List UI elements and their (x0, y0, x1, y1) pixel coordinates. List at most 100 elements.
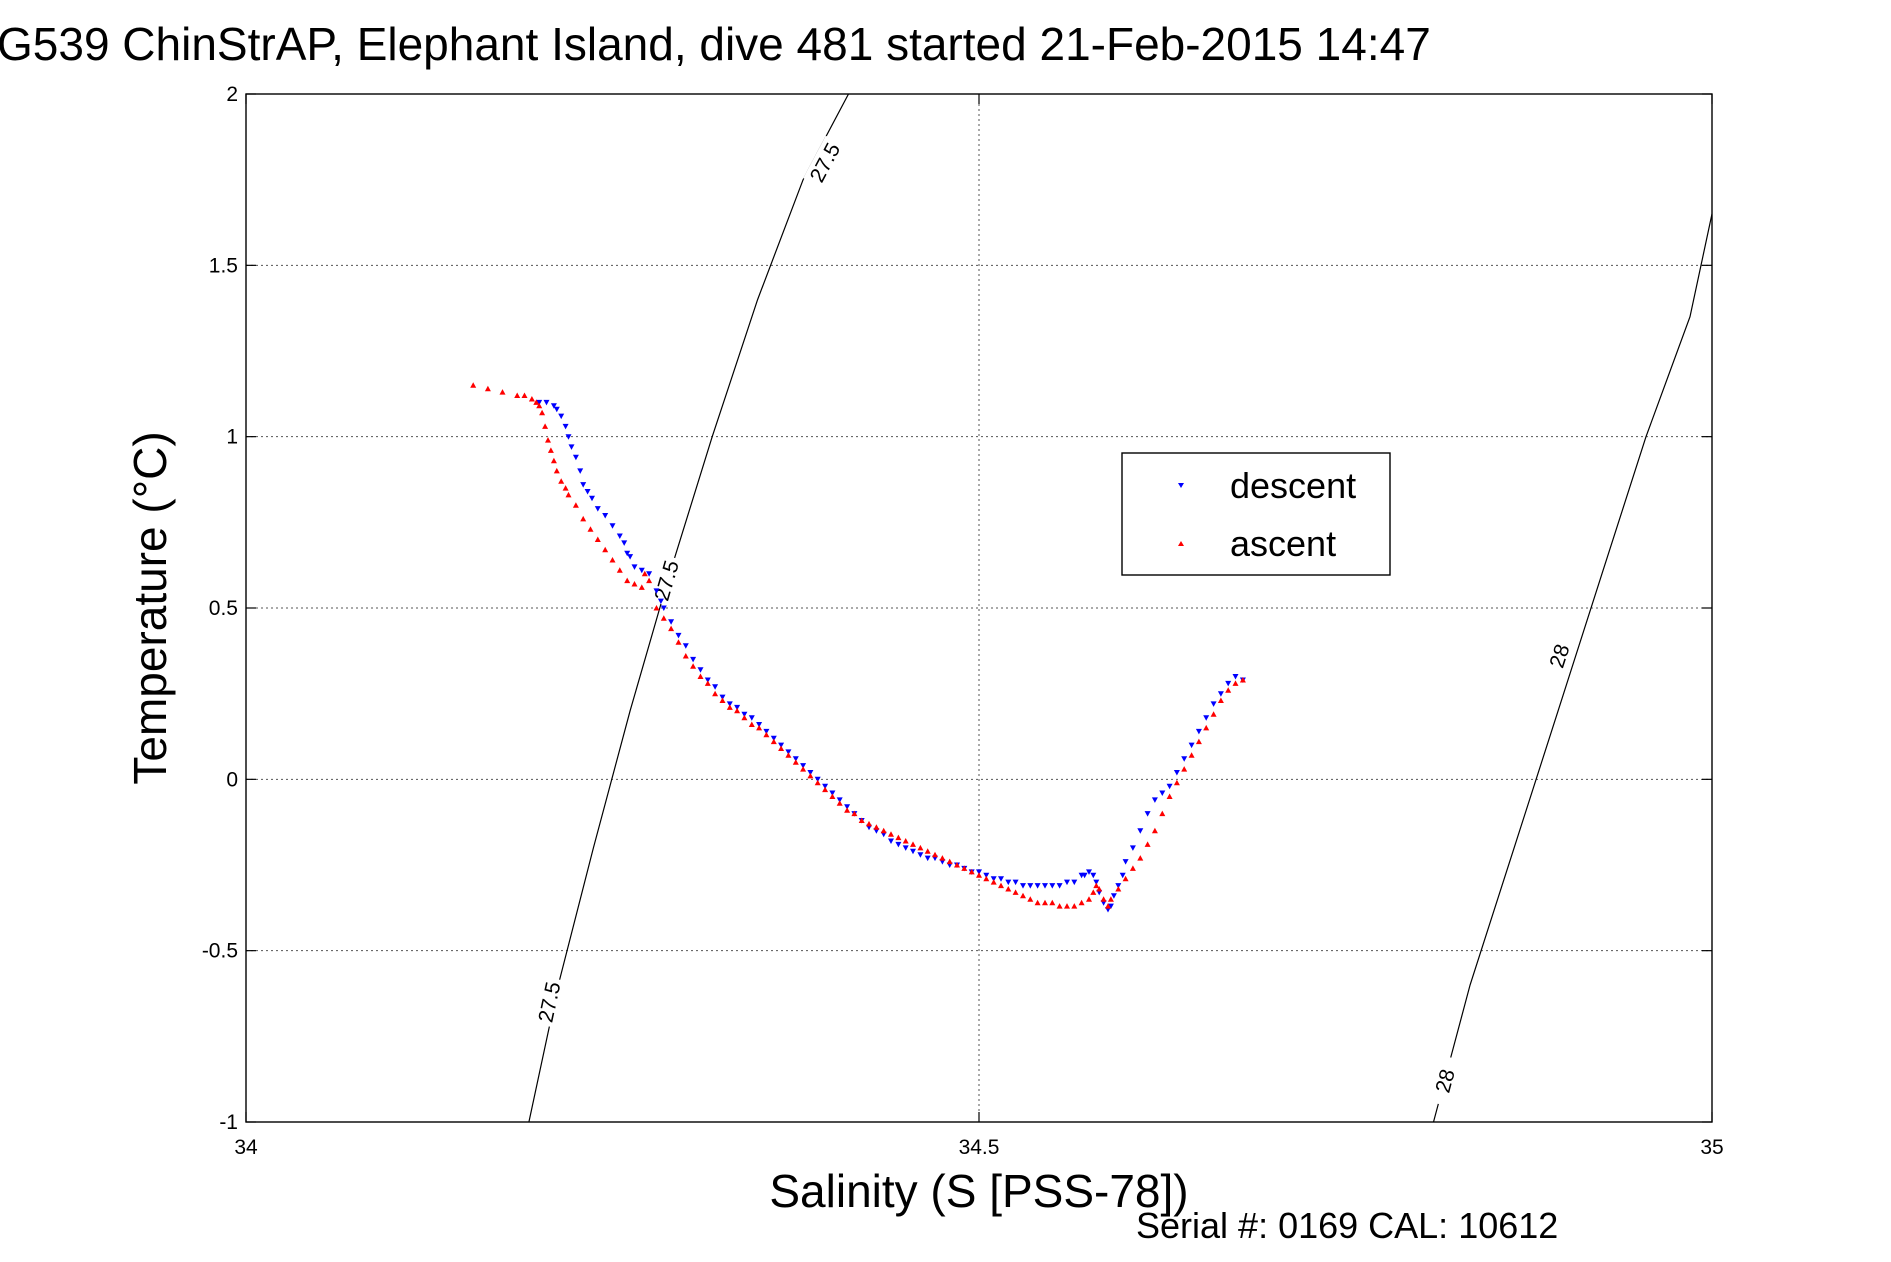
ascent-point (1090, 889, 1097, 895)
ascent-point (587, 526, 594, 532)
ascent-point (954, 862, 960, 868)
ascent-point (1203, 724, 1210, 731)
ascent-point (924, 848, 931, 854)
descent-point (829, 790, 836, 796)
ascent-point (1078, 899, 1085, 906)
contour-label-bg (803, 135, 847, 190)
ascent-point (836, 800, 843, 806)
descent-point (690, 656, 697, 663)
descent-point (1119, 872, 1126, 879)
ascent-point (990, 879, 997, 885)
descent-point (748, 715, 755, 721)
ascent-point (998, 882, 1004, 889)
descent-point (1159, 790, 1166, 796)
descent-point (1181, 756, 1188, 762)
descent-point (653, 588, 660, 594)
ascent-point (1181, 766, 1188, 772)
ascent-point (1071, 903, 1078, 909)
descent-point (627, 554, 634, 560)
descent-point (770, 735, 777, 742)
ascent-point (763, 731, 770, 738)
ascent-point (756, 724, 763, 731)
ascent-point (748, 721, 755, 727)
legend-ascent-label: ascent (1230, 523, 1336, 564)
ascent-point (1173, 779, 1180, 786)
ascent-point (932, 851, 938, 858)
ascent-point (844, 807, 851, 813)
ascent-point (547, 447, 554, 453)
series-descent (536, 399, 1246, 913)
descent-point (646, 571, 653, 577)
ascent-point (778, 745, 785, 751)
ascent-point (1020, 892, 1026, 899)
descent-point (594, 506, 601, 512)
y-tick-label: -0.5 (202, 940, 238, 963)
ascent-point (829, 793, 836, 799)
y-tick-label: 0.5 (209, 597, 238, 620)
descent-point (910, 848, 916, 855)
y-tick-label: -1 (219, 1111, 238, 1134)
descent-point (734, 704, 741, 711)
descent-point (976, 869, 982, 875)
descent-point (1203, 715, 1210, 721)
descent-point (1020, 883, 1026, 889)
descent-point (1210, 701, 1217, 707)
ascent-point (866, 820, 872, 827)
ascent-point (946, 858, 953, 865)
ascent-point (668, 625, 675, 632)
ascent-point (646, 577, 653, 584)
legend: descent ascent (1121, 452, 1391, 576)
ascent-point (1107, 896, 1114, 902)
descent-point (550, 403, 557, 409)
ascent-point (1239, 677, 1246, 683)
descent-point (1049, 883, 1056, 889)
descent-point (990, 876, 997, 882)
descent-point (1129, 845, 1136, 851)
descent-point (998, 876, 1004, 882)
contour-label: 27.5 (651, 558, 684, 604)
ascent-point (533, 399, 540, 405)
ascent-point (565, 491, 572, 498)
x-tick-label: 35 (1700, 1136, 1723, 1159)
descent-point (624, 550, 631, 557)
descent-point (763, 728, 770, 735)
ascent-point (499, 389, 506, 395)
ascent-point (542, 423, 549, 429)
descent-point (792, 756, 799, 762)
ascent-point (1159, 810, 1166, 817)
descent-point (1107, 903, 1114, 910)
descent-point (895, 841, 902, 848)
descent-point (1115, 883, 1122, 889)
legend-ascent-marker (1178, 541, 1184, 546)
descent-point (1064, 879, 1070, 886)
y-axis-label: Temperature (°C) (124, 431, 176, 784)
descent-point (589, 495, 595, 502)
descent-point (712, 684, 719, 690)
descent-point (1110, 893, 1117, 899)
descent-point (1056, 883, 1063, 889)
descent-point (1217, 691, 1224, 697)
x-axis-label: Salinity (S [PSS-78]) (769, 1165, 1188, 1217)
ascent-point (814, 779, 821, 786)
descent-point (536, 399, 543, 406)
ascent-point (653, 605, 660, 611)
descent-point (741, 711, 748, 718)
descent-point (917, 852, 924, 858)
ascent-point (873, 824, 880, 830)
ascent-point (895, 834, 902, 841)
ascent-point (697, 673, 704, 679)
descent-point (756, 722, 763, 728)
ascent-point (770, 738, 777, 745)
legend-descent-label: descent (1230, 465, 1356, 506)
ascent-point (1137, 855, 1144, 861)
chart-title: G539 ChinStrAP, Elephant Island, dive 48… (0, 18, 1431, 70)
descent-point (1042, 883, 1048, 889)
descent-point (1232, 674, 1239, 680)
descent-point (902, 845, 909, 851)
descent-point (682, 643, 689, 649)
ascent-point (528, 396, 535, 402)
descent-point (1071, 879, 1078, 886)
descent-point (543, 399, 550, 406)
descent-point (1195, 728, 1202, 735)
ascent-point (807, 772, 814, 779)
